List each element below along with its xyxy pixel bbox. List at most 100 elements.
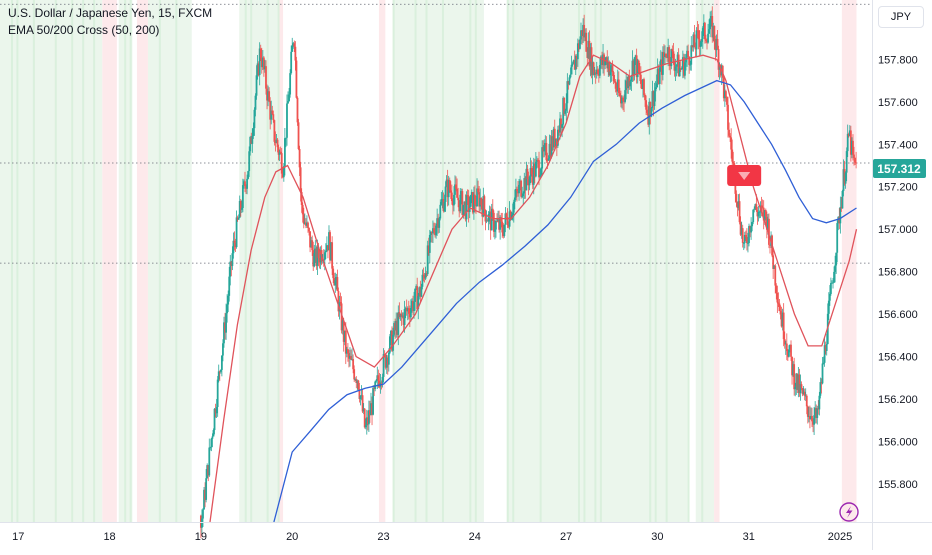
candle-body	[539, 175, 541, 178]
candle-body	[519, 180, 521, 185]
candle-body	[681, 57, 684, 69]
currency-button[interactable]: JPY	[878, 6, 924, 28]
candle-body	[828, 293, 831, 301]
candle-body	[491, 208, 494, 213]
candle-body	[736, 201, 739, 208]
candle-body	[252, 128, 255, 136]
candle-body	[756, 210, 759, 217]
symbol-title: U.S. Dollar / Japanese Yen, 15, FXCM	[8, 6, 213, 20]
lightning-button[interactable]	[839, 502, 859, 522]
candle-body	[851, 140, 853, 155]
candle-body	[593, 72, 596, 75]
candle-body	[575, 55, 578, 60]
candle-body	[651, 91, 654, 109]
candle-body	[674, 66, 677, 71]
candle-body	[356, 380, 359, 383]
candle-body	[463, 201, 466, 206]
candle-body	[691, 45, 694, 48]
candle-body	[747, 243, 749, 244]
candle-body	[790, 344, 792, 357]
candle-body	[698, 39, 701, 47]
candle-body	[655, 83, 658, 88]
candle-body	[665, 53, 667, 57]
bull-zone-stripe	[71, 0, 74, 522]
candle-body	[457, 197, 460, 201]
candle-body	[269, 101, 272, 120]
candle-body	[597, 73, 600, 76]
candle-body	[591, 62, 594, 75]
candle-body	[256, 63, 259, 76]
candle-body	[345, 348, 348, 354]
candle-body	[288, 94, 290, 102]
y-tick-label: 157.800	[878, 54, 918, 66]
candle-body	[573, 60, 576, 70]
candle-body	[697, 30, 700, 40]
candle-body	[662, 52, 664, 75]
candle-body	[678, 68, 681, 77]
candle-body	[544, 143, 547, 146]
candle-body	[512, 201, 515, 213]
candle-body	[789, 344, 791, 350]
candle-body	[271, 110, 274, 115]
candle-body	[385, 357, 388, 368]
candle-body	[226, 304, 229, 314]
x-tick-label: 23	[377, 531, 389, 543]
candle-body	[659, 59, 662, 68]
candle-body	[559, 118, 561, 133]
candle-body	[588, 40, 591, 67]
candle-body	[310, 240, 313, 248]
candle-body	[392, 334, 394, 351]
candle-body	[679, 68, 682, 70]
candle-body	[398, 312, 401, 318]
candle-body	[470, 192, 473, 196]
candle-body	[628, 76, 631, 87]
candle-body	[842, 169, 845, 191]
price-axis[interactable]: 155.800 156.000 156.200 156.400 156.600 156.8…	[878, 54, 918, 490]
lightning-icon[interactable]	[839, 502, 859, 522]
candle-body	[488, 211, 491, 215]
candle-body	[711, 16, 714, 38]
candle-body	[234, 242, 237, 248]
candle-body	[517, 191, 519, 194]
candle-body	[502, 232, 505, 236]
candle-body	[554, 138, 557, 147]
candle-body	[302, 214, 305, 224]
candle-body	[218, 371, 221, 373]
candle-body	[287, 101, 289, 104]
candle-body	[677, 54, 680, 77]
candle-body	[710, 16, 713, 19]
candle-body	[832, 282, 834, 284]
candle-body	[696, 30, 699, 32]
candle-body	[795, 373, 798, 387]
candle-body	[290, 51, 293, 74]
candle-body	[735, 193, 738, 202]
y-tick-label: 156.200	[878, 394, 918, 406]
candle-body	[611, 65, 614, 73]
candle-body	[521, 196, 524, 197]
candle-body	[434, 232, 436, 236]
y-tick-label: 156.600	[878, 309, 918, 321]
candle-body	[228, 276, 231, 296]
candle-body	[627, 76, 630, 89]
candle-body	[314, 248, 317, 254]
candle-body	[799, 384, 802, 394]
bull-zone	[0, 0, 103, 522]
candle-body	[461, 191, 464, 215]
candle-body	[335, 277, 338, 281]
time-axis[interactable]: 17 18 19 20 23 24 27 30 31 2025	[12, 531, 852, 543]
candle-body	[382, 353, 385, 377]
candle-body	[298, 149, 301, 168]
candle-body	[442, 199, 445, 212]
candle-body	[286, 103, 288, 138]
candle-body	[715, 38, 718, 51]
bull-zone-stripe	[392, 0, 395, 522]
candle-body	[400, 313, 403, 317]
bear-zone	[102, 0, 117, 522]
candle-body	[233, 240, 236, 243]
candle-body	[617, 79, 620, 94]
candle-body	[824, 345, 827, 351]
candle-body	[222, 343, 224, 356]
candle-body	[854, 158, 856, 163]
